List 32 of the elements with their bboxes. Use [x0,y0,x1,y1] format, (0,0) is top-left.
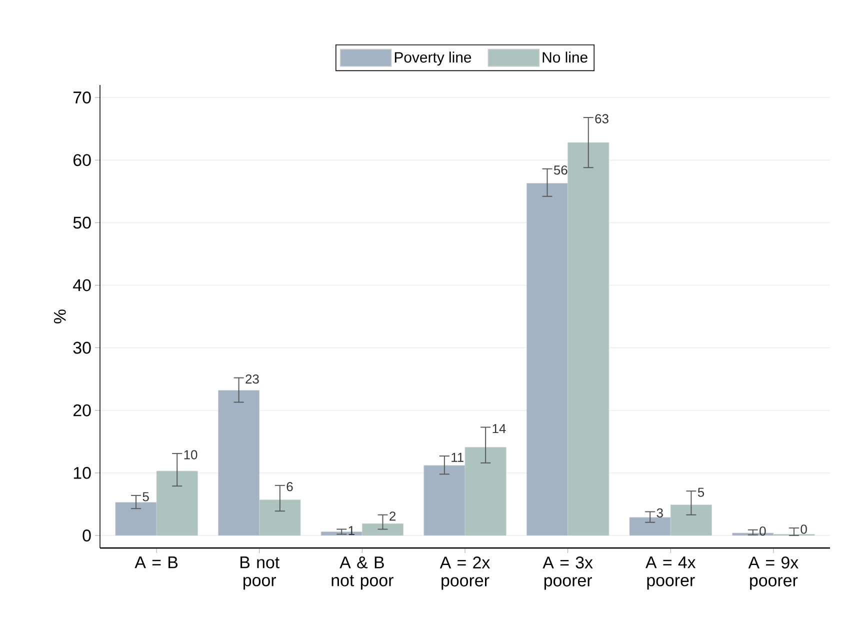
data-label: 5 [142,492,149,502]
legend-label: No line [542,52,588,63]
x-tick-label: A & B not poor [332,556,394,590]
x-tick-label: B not poor [240,556,280,590]
legend-label: Poverty line [394,52,472,66]
y-tick-label: 70 [74,92,91,104]
y-tick-label: 50 [73,216,91,229]
y-axis-title: % [54,310,66,324]
x-tick-label: A = 9x poorer [748,556,798,590]
y-tick-label: 60 [74,154,91,166]
y-tick-label: 20 [74,404,91,416]
y-tick-label: 40 [73,279,91,292]
data-label: 6 [286,482,293,492]
data-label: 5 [698,488,704,497]
data-label: 11 [452,452,464,462]
x-tick-label: A = 4x poorer [645,556,696,590]
data-label: 2 [390,512,396,521]
y-tick-label: 30 [73,342,91,354]
data-label: 3 [656,508,663,518]
x-tick-label: A = B [134,556,178,568]
data-label: 10 [184,450,198,460]
x-tick-label: A = 3x poorer [542,556,593,590]
data-label: 23 [246,374,259,384]
x-tick-label: A = 2x poorer [440,556,490,590]
data-label: 0 [760,526,766,536]
data-label: 56 [554,165,568,175]
y-tick-label: 0 [82,529,91,542]
y-tick-label: 10 [74,466,91,479]
data-label: 63 [595,114,608,124]
data-label: 1 [348,526,354,536]
data-label: 0 [800,524,807,534]
data-label: 14 [492,424,506,434]
